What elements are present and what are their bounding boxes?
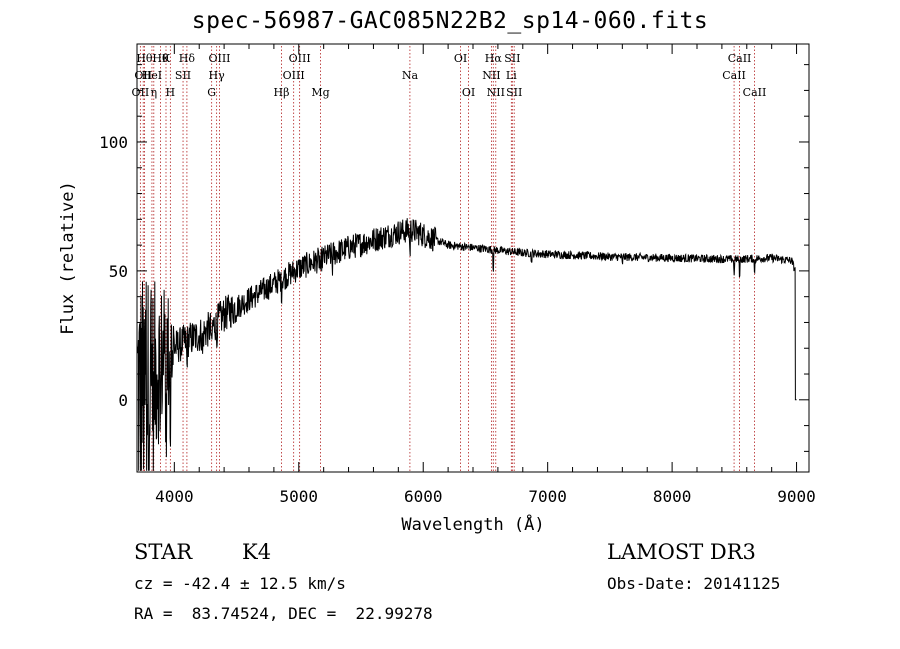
y-tick-label: 100 xyxy=(99,133,128,152)
line-label: CaII xyxy=(728,52,752,65)
line-label: Hθ xyxy=(152,52,169,65)
survey-label: LAMOST DR3 xyxy=(607,540,756,564)
y-axis-label: Flux (relative) xyxy=(58,181,78,335)
emission-line-labels: OIIOIIHθηHeIHθKHSIIHδGHγOIIIHβOIIIOIIIMg… xyxy=(132,52,767,99)
line-label: SII xyxy=(506,86,522,99)
chart-title: spec-56987-GAC085N22B2_sp14-060.fits xyxy=(191,8,709,34)
line-label: K xyxy=(162,52,171,65)
y-tick-label: 0 xyxy=(118,391,128,410)
line-label: OI xyxy=(462,86,475,99)
spectrum-line xyxy=(137,218,797,471)
line-label: OI xyxy=(454,52,467,65)
velocity-readout: cz = -42.4 ± 12.5 km/s xyxy=(134,574,346,593)
line-label: NII xyxy=(487,86,505,99)
line-label: Hθ xyxy=(136,52,153,65)
x-tick-label: 5000 xyxy=(280,487,319,506)
line-label: Hα xyxy=(485,52,503,65)
obs-date: Obs-Date: 20141125 xyxy=(607,574,781,593)
emission-line-markers xyxy=(139,46,755,472)
line-label: Hδ xyxy=(179,52,196,65)
line-label: η xyxy=(151,86,158,99)
line-label: OIII xyxy=(208,52,230,65)
plot-frame xyxy=(136,43,810,473)
line-label: OII xyxy=(132,86,150,99)
y-tick-label: 50 xyxy=(109,262,128,281)
line-label: OIII xyxy=(289,52,311,65)
line-label: OIII xyxy=(283,69,305,82)
axis-ticks xyxy=(137,44,809,472)
line-label: G xyxy=(207,86,216,99)
line-label: Hβ xyxy=(274,86,290,99)
line-label: CaII xyxy=(722,69,746,82)
line-label: Hγ xyxy=(209,69,226,82)
line-label: HeI xyxy=(142,69,162,82)
line-label: SII xyxy=(175,69,191,82)
line-label: NII xyxy=(482,69,500,82)
x-tick-label: 8000 xyxy=(653,487,692,506)
line-label: OII xyxy=(134,69,152,82)
x-tick-label: 7000 xyxy=(528,487,567,506)
line-label: CaII xyxy=(743,86,767,99)
coordinates: RA = 83.74524, DEC = 22.99278 xyxy=(134,604,433,623)
object-class: STAR xyxy=(134,540,193,564)
x-tick-label: 6000 xyxy=(404,487,443,506)
x-tick-label: 9000 xyxy=(777,487,816,506)
line-label: H xyxy=(166,86,176,99)
x-axis-label: Wavelength (Å) xyxy=(401,513,544,535)
axis-tick-labels: 4000 5000 6000 7000 8000 9000 0 50 100 xyxy=(99,133,816,506)
line-label: Li xyxy=(506,69,517,82)
x-tick-label: 4000 xyxy=(155,487,194,506)
line-label: Na xyxy=(402,69,419,82)
line-label: Mg xyxy=(311,86,329,99)
object-subclass: K4 xyxy=(242,540,272,564)
line-label: SII xyxy=(504,52,520,65)
